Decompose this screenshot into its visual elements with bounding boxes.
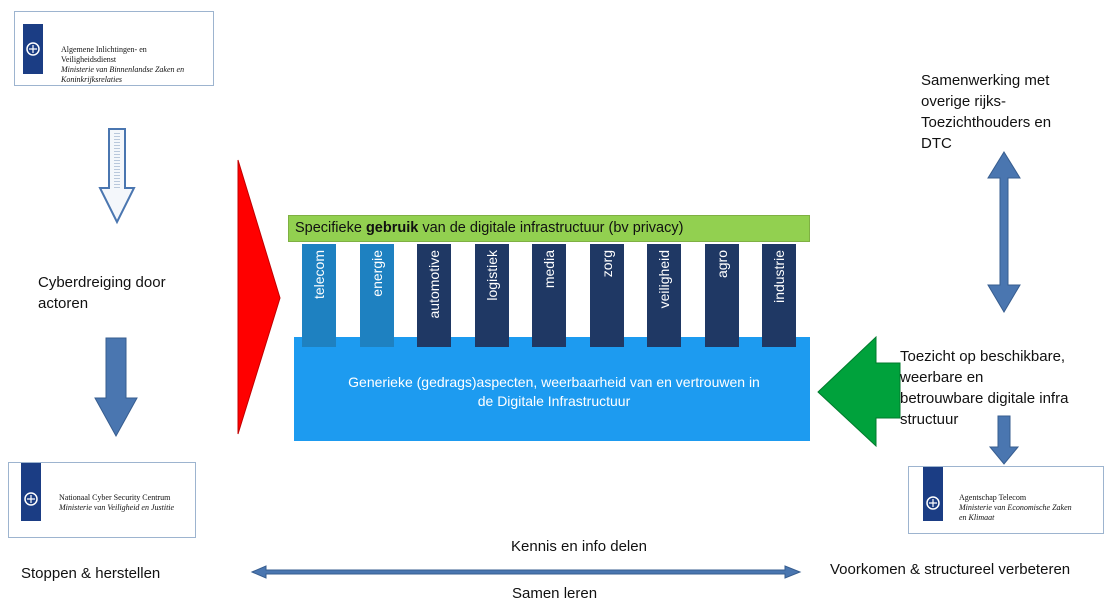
supervision-line2: weerbare en — [900, 369, 984, 386]
pillar-label: agro — [714, 250, 730, 279]
aivd-name-line2: Veiligheidsdienst — [61, 55, 117, 64]
pillar-label: zorg — [599, 250, 615, 278]
threat-label: Cyberdreiging door actoren — [38, 272, 166, 314]
coop-double-arrow — [987, 151, 1021, 313]
specific-use-bar: Specifieke gebruik van de digitale infra… — [288, 215, 810, 242]
generic-aspects-base: Generieke (gedrags)aspecten, weerbaarhei… — [294, 337, 810, 441]
pillar-veiligheid: veiligheid — [647, 244, 681, 347]
specific-use-bold: gebruik — [365, 220, 419, 236]
pillar-label: automotive — [426, 250, 442, 319]
pillar-label: logistiek — [484, 250, 500, 301]
at-ministry-line2: en Klimaat — [959, 513, 995, 522]
pillar-media: media — [532, 244, 566, 347]
supervision-line4: structuur — [900, 411, 959, 428]
pillar-industrie: industrie — [762, 244, 796, 347]
aivd-logo: Algemene Inlichtingen- en Veiligheidsdie… — [14, 11, 214, 86]
at-down-arrow — [988, 415, 1020, 465]
specific-use-post: van de digitale infrastructuur (bv priva… — [418, 220, 684, 236]
ncsc-name: Nationaal Cyber Security Centrum — [59, 493, 171, 502]
pillar-label: veiligheid — [656, 250, 672, 309]
pillar-automotive: automotive — [417, 244, 451, 347]
ncsc-logo: Nationaal Cyber Security Centrum Ministe… — [8, 462, 196, 538]
rijksoverheid-emblem-icon — [923, 467, 943, 521]
share-knowledge-label: Kennis en info delen — [511, 538, 647, 555]
base-text-line1: Generieke (gedrags)aspecten, weerbaarhei… — [348, 374, 760, 390]
supervision-green-arrow — [817, 335, 901, 448]
coop-line3: Toezichthouders en — [921, 114, 1052, 131]
aivd-ministry-line1: Ministerie van Binnenlandse Zaken en — [61, 65, 185, 74]
pillar-zorg: zorg — [590, 244, 624, 347]
base-text-line2: de Digitale Infrastructuur — [477, 393, 631, 409]
pillar-label: media — [541, 250, 557, 289]
hollow-down-arrow — [98, 128, 136, 225]
specific-use-pre: Specifieke — [295, 220, 366, 236]
pillar-label: energie — [369, 250, 385, 297]
coop-line1: Samenwerking met — [921, 72, 1050, 89]
coop-line2: overige rijks- — [921, 93, 1007, 110]
pillar-label: telecom — [311, 250, 327, 300]
pillar-energie: energie — [360, 244, 394, 347]
threat-red-arrow — [237, 159, 281, 435]
cooperation-label: Samenwerking met overige rijks- Toezicht… — [921, 70, 1051, 154]
pillar-logistiek: logistiek — [475, 244, 509, 347]
rijksoverheid-emblem-icon — [21, 463, 41, 521]
learn-together-label: Samen leren — [512, 585, 598, 602]
supervision-line3: betrouwbare digitale infra — [900, 390, 1069, 407]
supervision-line1: Toezicht op beschikbare, — [900, 348, 1066, 365]
aivd-ministry-line2: Koninkrijksrelaties — [61, 75, 123, 84]
pillar-agro: agro — [705, 244, 739, 347]
stop-down-arrow — [94, 337, 138, 438]
rijksoverheid-emblem-icon — [23, 24, 43, 74]
supervision-label: Toezicht op beschikbare, weerbare en bet… — [900, 346, 1068, 430]
pillar-label: industrie — [771, 250, 787, 303]
pillar-telecom: telecom — [302, 244, 336, 347]
aivd-name-line1: Algemene Inlichtingen- en — [61, 45, 147, 54]
at-ministry-line1: Ministerie van Economische Zaken — [959, 503, 1072, 512]
ncsc-ministry: Ministerie van Veiligheid en Justitie — [59, 503, 175, 512]
prevent-improve-label: Voorkomen & structureel verbeteren — [830, 561, 1071, 578]
at-name: Agentschap Telecom — [959, 493, 1027, 502]
learn-double-arrow — [250, 565, 802, 579]
threat-label-line1: Cyberdreiging door — [38, 274, 166, 291]
threat-label-line2: actoren — [38, 295, 89, 312]
agentschap-telecom-logo: Agentschap Telecom Ministerie van Econom… — [908, 466, 1104, 534]
stop-recover-label: Stoppen & herstellen — [21, 565, 161, 582]
coop-line4: DTC — [921, 135, 952, 152]
